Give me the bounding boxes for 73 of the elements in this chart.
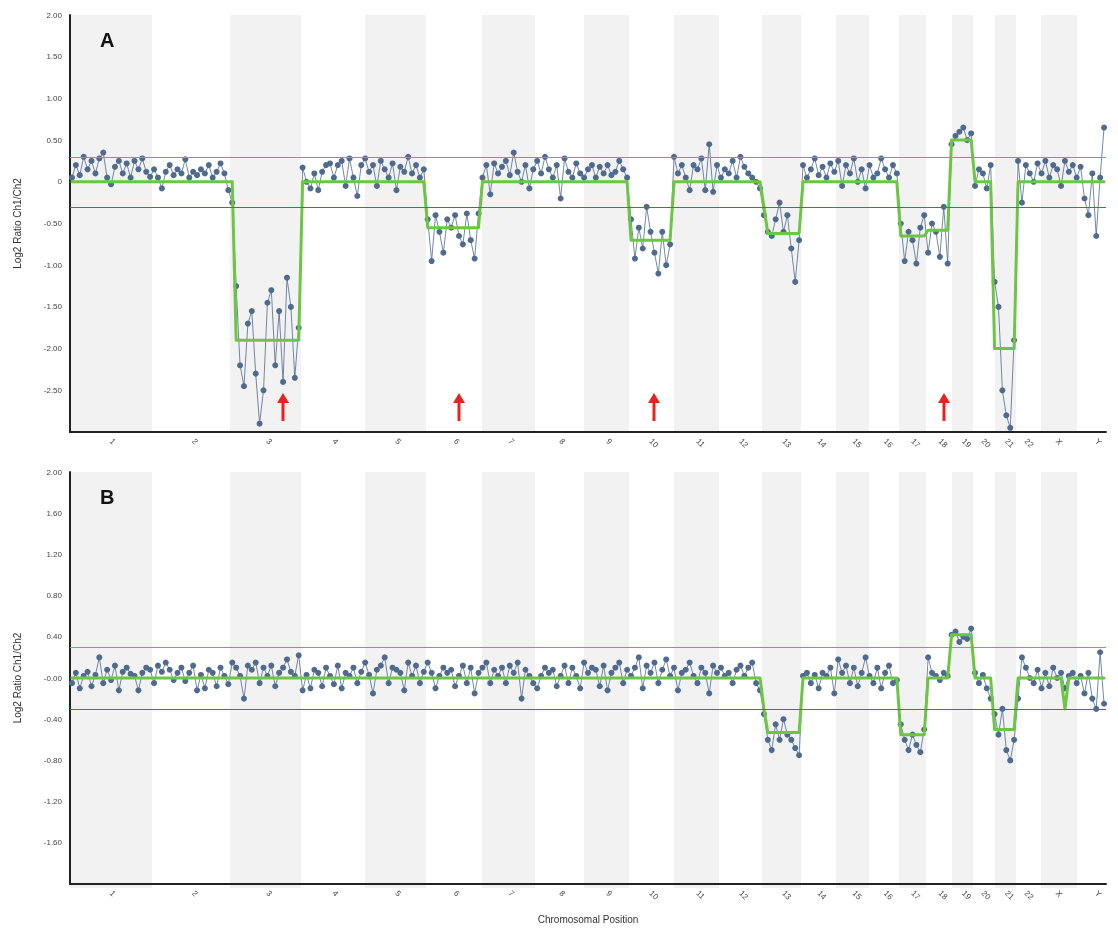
y-tick-label: 1.50	[46, 52, 63, 62]
x-tick-label: 1	[107, 888, 118, 899]
x-tick-label: 18	[936, 436, 950, 450]
x-tick-label: 2	[189, 436, 200, 447]
x-tick-label: 20	[979, 436, 993, 450]
y-tick-label: 2.00	[46, 10, 63, 20]
y-tick-label: 0	[57, 177, 63, 187]
x-tick-label: 12	[737, 888, 751, 902]
x-tick-label: X	[1053, 888, 1065, 900]
y-tick-label: 0.40	[46, 632, 63, 642]
x-tick-label: 4	[330, 436, 341, 447]
x-tick-label: 13	[780, 436, 794, 450]
x-tick-label: 3	[264, 888, 275, 899]
x-tick-label: 7	[506, 436, 517, 447]
y-tick-label: -1.20	[43, 797, 63, 807]
x-tick-label: 13	[780, 888, 794, 902]
x-tick-label: 15	[850, 436, 864, 450]
x-tick-label: 17	[909, 888, 923, 902]
y-axis-title: Log2 Ratio Ch1/Ch2	[11, 177, 23, 269]
x-tick-label: 20	[979, 888, 993, 902]
x-tick-label: 16	[881, 436, 895, 450]
y-tick-label: 1.00	[46, 93, 63, 103]
x-tick-label: 4	[330, 888, 341, 899]
y-tick-label: 1.60	[46, 508, 63, 518]
x-tick-label: 14	[815, 888, 829, 902]
x-tick-label: 21	[1003, 436, 1017, 450]
x-tick-label: 9	[604, 888, 615, 899]
x-tick-label: 6	[451, 436, 462, 447]
x-tick-label: 12	[737, 436, 751, 450]
x-tick-label: 19	[960, 436, 974, 450]
y-tick-label: -0.00	[43, 673, 63, 683]
x-tick-label: 10	[647, 436, 661, 450]
x-tick-label: 19	[960, 888, 974, 902]
x-tick-label: 8	[557, 436, 568, 447]
y-tick-label: -1.00	[43, 260, 63, 270]
x-tick-label: 11	[694, 888, 707, 902]
text: B	[100, 486, 115, 508]
y-tick-label: -2.50	[43, 385, 63, 395]
y-tick-label: -1.50	[43, 302, 63, 312]
x-tick-label: 18	[936, 888, 950, 902]
y-tick-label: 1.20	[46, 549, 63, 559]
y-tick-label: 0.50	[46, 135, 63, 145]
x-tick-label: 15	[850, 888, 864, 902]
y-tick-label: -2.00	[43, 344, 63, 354]
x-tick-label: 9	[604, 436, 615, 447]
x-tick-label: 2	[189, 888, 200, 899]
x-tick-label: 22	[1022, 436, 1036, 450]
y-tick-label: -0.50	[43, 219, 63, 228]
x-tick-label: 11	[694, 436, 707, 450]
x-tick-label: 22	[1022, 888, 1036, 902]
x-tick-label: 16	[881, 888, 895, 902]
x-tick-label: 5	[393, 888, 404, 899]
y-axis-title: Log2 Ratio Ch1/Ch2	[11, 632, 23, 724]
x-tick-label: 10	[647, 888, 661, 902]
x-tick-label: 7	[506, 888, 517, 899]
y-tick-label: -0.80	[43, 755, 63, 765]
x-tick-label: X	[1053, 436, 1065, 448]
x-axis-title: Chromosomal Position	[537, 913, 639, 925]
x-tick-label: 1	[107, 436, 118, 447]
x-tick-label: 8	[557, 888, 568, 899]
text: A	[100, 29, 115, 51]
x-tick-label: 17	[909, 436, 923, 450]
y-tick-label: 0.80	[46, 591, 63, 601]
x-tick-label: 3	[264, 436, 275, 447]
y-tick-label: 2.00	[46, 467, 63, 477]
x-tick-label: 6	[451, 888, 462, 899]
x-tick-label: 14	[815, 436, 829, 450]
x-tick-label: Y	[1093, 436, 1104, 448]
x-tick-label: 5	[393, 436, 404, 447]
x-tick-label: Y	[1093, 888, 1104, 900]
y-tick-label: -1.60	[43, 838, 63, 848]
x-tick-label: 21	[1003, 888, 1017, 902]
y-tick-label: -0.40	[43, 714, 63, 724]
